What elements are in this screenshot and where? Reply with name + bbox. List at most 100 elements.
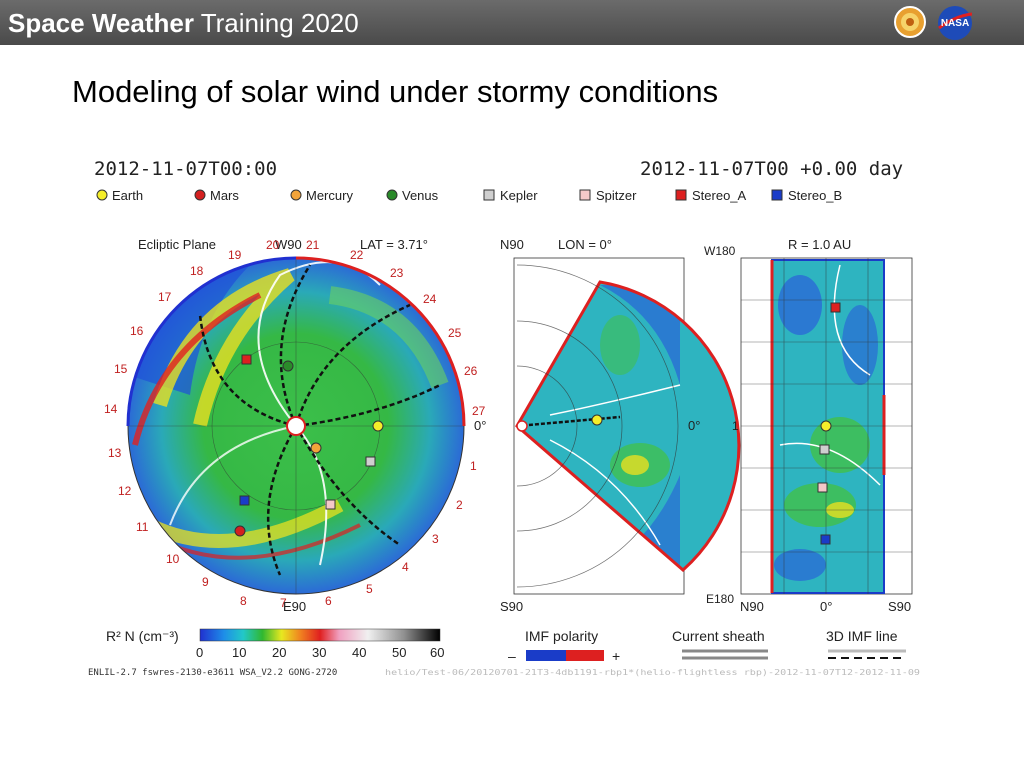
svg-text:9: 9 (202, 575, 209, 589)
current-sheath-label: Current sheath (672, 628, 765, 644)
legend-mercury: Mercury (306, 188, 353, 203)
map-r-label: R = 1.0 AU (788, 237, 851, 252)
legend-earth-marker (96, 189, 108, 201)
kepler-marker (365, 456, 376, 467)
svg-text:20: 20 (272, 645, 286, 660)
earth-marker (372, 420, 384, 432)
svg-text:17: 17 (158, 290, 172, 304)
svg-text:3: 3 (432, 532, 439, 546)
svg-text:30: 30 (312, 645, 326, 660)
map-panel (740, 257, 913, 595)
svg-text:6: 6 (325, 594, 332, 608)
legend-mars: Mars (210, 188, 239, 203)
sun-logo-icon (894, 6, 926, 38)
svg-text:12: 12 (118, 484, 132, 498)
imf-polarity-label: IMF polarity (525, 628, 598, 644)
svg-text:7: 7 (280, 596, 287, 610)
svg-text:4: 4 (402, 560, 409, 574)
colorbar-label: R² N (cm⁻³) (106, 628, 179, 644)
map-stereo-b-marker (820, 534, 831, 545)
svg-text:1: 1 (470, 459, 477, 473)
svg-text:20: 20 (266, 238, 280, 252)
svg-text:16: 16 (130, 324, 144, 338)
svg-text:24: 24 (423, 292, 437, 306)
legend-kepler: Kepler (500, 188, 538, 203)
spitzer-marker (325, 499, 336, 510)
map-kepler-marker (819, 444, 830, 455)
legend-stereo-a-marker (675, 189, 687, 201)
imf-positive-swatch (566, 650, 604, 661)
footer-right-text: helio/Test-06/20120701-21T3-4db1191-rbp1… (385, 668, 920, 677)
legend-stereo-b: Stereo_B (788, 188, 842, 203)
date-right: 2012-11-07T00 +0.00 day (640, 158, 903, 180)
svg-text:40: 40 (352, 645, 366, 660)
map-stereo-a-marker (830, 302, 841, 313)
svg-text:22: 22 (350, 248, 364, 262)
stereo-b-marker (239, 495, 250, 506)
map-zero: 0° (820, 599, 832, 614)
footer-left-text: ENLIL-2.7 fswres-2130-e3611 WSA_V2.2 GON… (88, 668, 337, 678)
map-w180: W180 (704, 244, 736, 258)
meridional-zero-left: 0° (474, 418, 486, 433)
svg-text:19: 19 (228, 248, 242, 262)
header-title-strong: Space Weather (8, 8, 194, 38)
meridional-wedge (515, 264, 741, 588)
meridional-zero-right: 0° (688, 418, 700, 433)
svg-text:50: 50 (392, 645, 406, 660)
ecliptic-label: Ecliptic Plane (138, 237, 216, 252)
svg-text:2: 2 (456, 498, 463, 512)
svg-text:11: 11 (136, 520, 149, 534)
legend-mars-marker (194, 189, 206, 201)
svg-text:5: 5 (366, 582, 373, 596)
legend-spitzer: Spitzer (596, 188, 637, 203)
svg-text:18: 18 (190, 264, 204, 278)
legend-venus: Venus (402, 188, 439, 203)
svg-text:10: 10 (166, 552, 180, 566)
legend-spitzer-marker (579, 189, 591, 201)
ecliptic-w90: W90 (275, 237, 302, 252)
imf-plus: + (612, 648, 620, 664)
colorbar-ticks: 0 10 20 30 40 50 60 (196, 645, 444, 660)
svg-text:23: 23 (390, 266, 404, 280)
map-s90: S90 (888, 599, 911, 614)
svg-text:10: 10 (232, 645, 246, 660)
svg-text:0: 0 (196, 645, 203, 660)
venus-marker (282, 360, 294, 372)
svg-text:15: 15 (114, 362, 128, 376)
ecliptic-clock-numbers: 1 2 3 4 5 6 7 8 9 10 11 12 13 14 15 16 1… (104, 238, 486, 610)
imf-minus: – (508, 648, 516, 664)
header-title-rest: Training 2020 (193, 8, 359, 38)
svg-text:25: 25 (448, 326, 462, 340)
map-one: 1 (732, 419, 739, 433)
planet-legend: Earth Mars Mercury Venus Kepler Spitzer … (96, 188, 842, 203)
map-n90: N90 (740, 599, 764, 614)
legend-mercury-marker (290, 189, 302, 201)
enlil-figure: 2012-11-07T00:00 2012-11-07T00 +0.00 day… (88, 158, 920, 678)
svg-text:13: 13 (108, 446, 122, 460)
header-title: Space Weather Training 2020 (8, 8, 359, 39)
map-earth-marker (820, 420, 832, 432)
svg-text:8: 8 (240, 594, 247, 608)
legend-stereo-b-marker (771, 189, 783, 201)
meridional-lon: LON = 0° (558, 237, 612, 252)
mars-marker (234, 525, 246, 537)
ecliptic-disk (126, 256, 466, 595)
mercury-marker (310, 442, 322, 454)
svg-text:21: 21 (306, 238, 320, 252)
header-bar: Space Weather Training 2020 NASA (0, 0, 1024, 45)
svg-text:26: 26 (464, 364, 478, 378)
svg-text:27: 27 (472, 404, 486, 418)
legend-kepler-marker (483, 189, 495, 201)
legend-earth: Earth (112, 188, 143, 203)
stereo-a-marker (241, 354, 252, 365)
map-spitzer-marker (817, 482, 828, 493)
meridional-earth-marker (591, 414, 603, 426)
legend-venus-marker (386, 189, 398, 201)
page-title: Modeling of solar wind under stormy cond… (72, 74, 719, 109)
density-colorbar (199, 628, 441, 642)
date-left: 2012-11-07T00:00 (94, 158, 277, 180)
nasa-meatball-icon: NASA (938, 6, 973, 40)
svg-text:60: 60 (430, 645, 444, 660)
meridional-n90: N90 (500, 237, 524, 252)
svg-text:14: 14 (104, 402, 118, 416)
